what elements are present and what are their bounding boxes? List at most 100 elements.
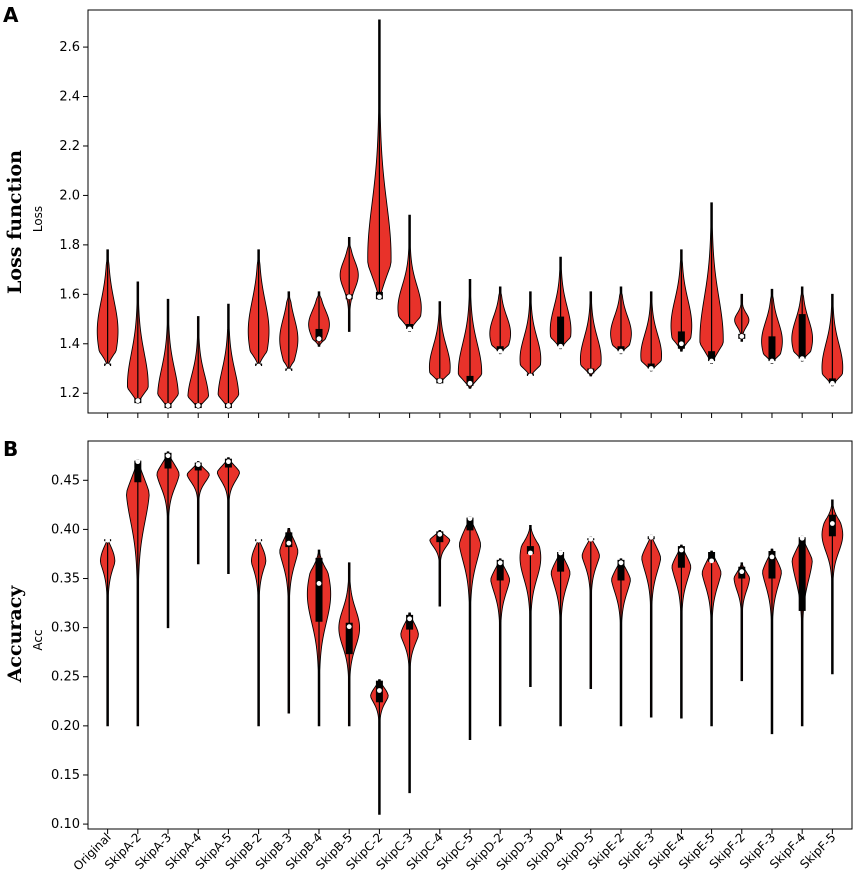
violin-median (709, 358, 714, 364)
violin-SkipA-4 (186, 461, 210, 565)
violin-SkipB-5 (338, 562, 361, 727)
violin-median (195, 462, 201, 467)
violin-SkipF-3 (762, 548, 782, 735)
y-tick-label: 0.40 (51, 522, 80, 537)
violin-SkipA-5 (217, 303, 240, 409)
violin-iqr-box (798, 537, 806, 611)
violin-median (437, 531, 443, 537)
loss-function-panel: A Loss function Loss 1.2 1.4 1.6 1.8 2.0 2.2 2… (3, 3, 853, 418)
violin-iqr-box (677, 331, 685, 349)
violin-iqr-box (466, 375, 474, 386)
violin-SkipE-4 (670, 249, 693, 352)
violin-SkipE-2 (610, 286, 632, 355)
violin-SkipD-2 (489, 286, 512, 355)
violin-median (316, 336, 322, 342)
violin-SkipB-2 (247, 249, 270, 369)
panel-letter-b: B (3, 437, 18, 461)
violin-median (829, 380, 835, 386)
violin-median (648, 366, 654, 371)
violin-iqr-box (526, 546, 534, 554)
violin-SkipC-3 (400, 612, 419, 794)
violin-SkipB-2 (250, 537, 267, 727)
violin-SkipF-2 (733, 562, 750, 682)
y-tick-label: 1.2 (59, 386, 80, 401)
violin-median (799, 356, 805, 362)
violin-median (256, 537, 262, 543)
violin-SkipA-2 (126, 281, 149, 404)
violin-SkipD-4 (550, 550, 571, 727)
accuracy-x-ticks (107, 829, 833, 834)
violin-iqr-box (768, 551, 776, 579)
violin-median (769, 358, 775, 364)
violin-SkipF-4 (791, 535, 813, 727)
violin-iqr-box (134, 460, 142, 483)
panel-letter-a: A (3, 3, 19, 27)
violin-iqr-box (617, 346, 625, 352)
violin-median (316, 581, 322, 586)
violin-median (588, 368, 594, 374)
violin-SkipE-4 (671, 544, 692, 719)
violin-iqr-box (828, 378, 836, 384)
violin-SkipD-5 (579, 291, 602, 377)
violin-median (799, 535, 805, 541)
violin-iqr-box (708, 351, 716, 362)
violin-SkipC-4 (429, 529, 451, 607)
violin-iqr-box (557, 551, 565, 572)
category-labels: OriginalSkipA-2SkipA-3SkipA-4SkipA-5Skip… (71, 830, 839, 873)
violin-SkipD-2 (490, 558, 511, 727)
violin-median (829, 521, 835, 526)
violin-iqr-box (768, 336, 776, 362)
violin-median (346, 294, 352, 300)
violin-median (226, 459, 231, 465)
violin-SkipA-3 (157, 298, 179, 409)
violin-iqr-box (466, 517, 474, 531)
violin-SkipB-5 (339, 237, 359, 332)
violin-median (467, 516, 473, 521)
violin-SkipC-5 (457, 279, 483, 389)
violin-iqr-box (345, 622, 353, 655)
loss-function-title: Loss function (4, 150, 26, 294)
violin-SkipC-2 (370, 679, 389, 815)
violin-SkipC-3 (397, 214, 422, 332)
violin-iqr-box (406, 323, 414, 329)
y-tick-label: 1.4 (59, 337, 80, 352)
violin-iqr-box (496, 559, 504, 581)
violin-SkipB-3 (279, 291, 299, 374)
violin-SkipC-2 (367, 19, 392, 300)
violin-SkipA-2 (126, 459, 150, 727)
violin-median (739, 333, 745, 339)
violin-median (105, 537, 111, 543)
accuracy-ylabel: Acc (31, 629, 45, 650)
violin-SkipE-3 (641, 534, 661, 718)
violin-SkipA-3 (156, 451, 180, 629)
violin-median (497, 560, 503, 566)
y-tick-label: 0.10 (51, 817, 80, 832)
violin-iqr-box (436, 531, 444, 543)
y-tick-label: 2.2 (59, 139, 80, 154)
loss-ylabel: Loss (31, 206, 45, 232)
violin-SkipB-4 (308, 291, 330, 347)
violin-median (256, 363, 262, 369)
violin-SkipE-5 (699, 202, 724, 364)
violin-SkipE-3 (640, 291, 663, 372)
violin-SkipE-2 (611, 558, 631, 727)
violin-iqr-box (708, 551, 716, 562)
loss-y-ticks: 1.2 1.4 1.6 1.8 2.0 2.2 2.4 2.6 (59, 40, 88, 401)
violin-iqr-box (677, 546, 685, 568)
violin-median (377, 688, 382, 693)
violin-SkipC-4 (428, 301, 451, 384)
violin-median (165, 403, 171, 408)
violin-median (135, 398, 141, 404)
y-tick-label: 1.6 (59, 287, 80, 302)
violin-median (437, 378, 443, 384)
loss-x-ticks (107, 413, 833, 418)
violin-median (558, 550, 563, 556)
violin-iqr-box (617, 559, 625, 581)
violin-median (618, 560, 624, 566)
violin-SkipE-5 (701, 550, 722, 727)
violin-median (769, 554, 775, 560)
violin-SkipB-4 (306, 549, 332, 727)
violin-SkipF-4 (791, 286, 814, 362)
violin-median (286, 368, 292, 374)
